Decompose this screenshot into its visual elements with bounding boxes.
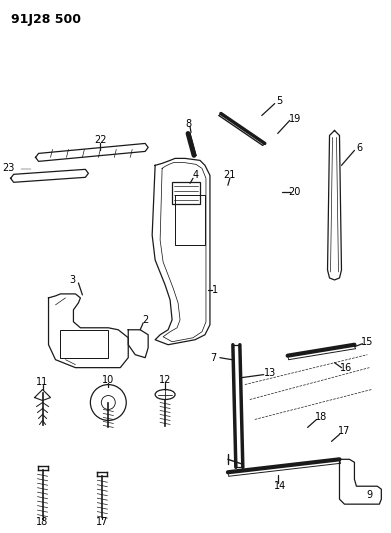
Text: 10: 10: [102, 375, 115, 385]
Text: 17: 17: [96, 517, 109, 527]
Text: 4: 4: [193, 171, 199, 180]
Bar: [172, 182, 200, 204]
Text: 91J28 500: 91J28 500: [11, 13, 81, 26]
Text: 22: 22: [94, 135, 107, 146]
Text: 8: 8: [185, 118, 191, 128]
Text: 16: 16: [340, 362, 353, 373]
Text: 19: 19: [289, 114, 301, 124]
Text: 12: 12: [159, 375, 171, 385]
Text: 18: 18: [316, 413, 328, 423]
Text: 6: 6: [356, 143, 362, 154]
Text: 21: 21: [224, 171, 236, 180]
Text: 3: 3: [69, 275, 75, 285]
Text: 15: 15: [361, 337, 373, 347]
Text: 13: 13: [264, 368, 276, 377]
Text: 23: 23: [2, 163, 15, 173]
Text: 1: 1: [212, 285, 218, 295]
Text: 5: 5: [276, 95, 283, 106]
Text: 7: 7: [210, 353, 216, 362]
Text: 20: 20: [289, 187, 301, 197]
Text: 14: 14: [274, 481, 286, 491]
Text: 9: 9: [366, 490, 373, 500]
Bar: [61, 330, 108, 358]
Text: 17: 17: [338, 426, 351, 437]
Text: 2: 2: [142, 315, 148, 325]
Text: 11: 11: [36, 377, 48, 386]
Text: 18: 18: [36, 517, 48, 527]
